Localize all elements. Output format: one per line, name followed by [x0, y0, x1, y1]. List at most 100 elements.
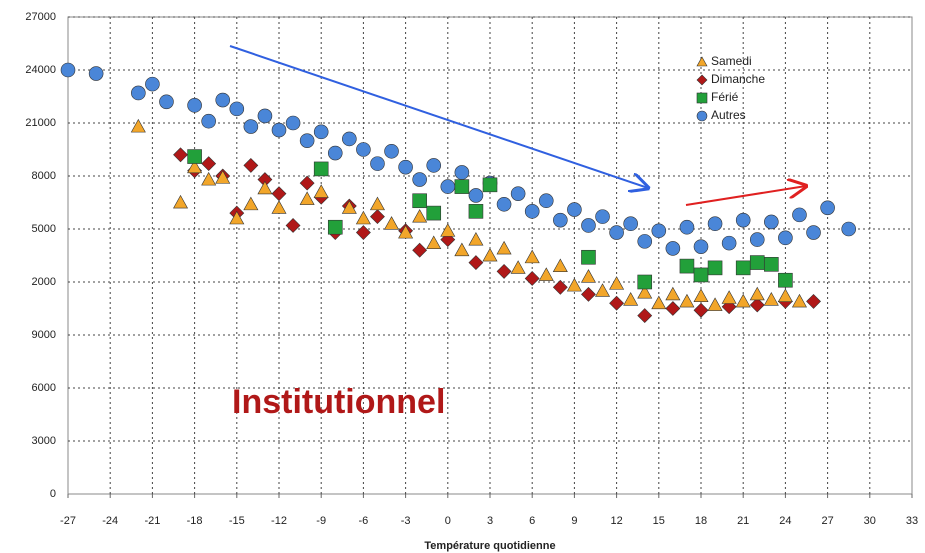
point [665, 301, 681, 316]
legend: SamediSamediDimancheDimancheFériéFériéAu… [696, 54, 765, 122]
point [595, 209, 610, 224]
legend-label: Férié [711, 90, 739, 104]
point [721, 235, 737, 251]
point [792, 207, 807, 223]
point [201, 171, 217, 186]
y-tick-label: 5000 [32, 223, 56, 235]
point [580, 269, 596, 283]
point [609, 295, 625, 311]
point [764, 257, 779, 272]
point [355, 225, 371, 240]
point [679, 219, 695, 235]
point [665, 241, 681, 256]
point [370, 209, 385, 225]
point [187, 98, 202, 113]
point [468, 204, 484, 219]
point [215, 92, 231, 108]
point [693, 288, 709, 303]
y-tick-label: 6000 [32, 382, 56, 394]
legend-label: Samedi [711, 54, 752, 68]
point [356, 142, 371, 157]
point [299, 191, 315, 205]
y-tick-label: 9000 [32, 329, 56, 341]
point [595, 283, 611, 297]
point [609, 276, 625, 290]
point [342, 131, 357, 147]
point [412, 209, 428, 223]
point [721, 290, 737, 304]
x-tick-label: 24 [779, 515, 791, 527]
point [524, 204, 540, 219]
point [696, 74, 708, 86]
x-tick-label: -27 [60, 515, 76, 527]
point [257, 108, 273, 124]
point [173, 147, 188, 163]
point [60, 62, 76, 78]
point [637, 284, 653, 299]
point [145, 76, 160, 92]
point [271, 186, 287, 202]
point [412, 172, 427, 187]
point [398, 224, 414, 239]
point [201, 156, 217, 172]
point [384, 216, 400, 230]
point [764, 214, 779, 230]
point [524, 249, 540, 264]
y-tick-label: 2000 [32, 276, 56, 288]
point [398, 159, 413, 175]
point [496, 263, 512, 279]
point [440, 179, 456, 194]
point [623, 292, 639, 306]
point [243, 157, 259, 173]
x-tick-label: -9 [316, 515, 326, 527]
point [609, 225, 624, 240]
point [749, 232, 765, 247]
x-tick-label: -15 [229, 515, 245, 527]
point [735, 293, 751, 308]
point [696, 92, 708, 104]
point [454, 165, 470, 180]
point [257, 180, 273, 195]
point [468, 231, 484, 246]
point [426, 235, 442, 250]
point [243, 196, 259, 211]
point [777, 288, 793, 303]
point [566, 277, 582, 292]
point [637, 234, 653, 249]
point [496, 240, 512, 255]
x-tick-label: 30 [864, 515, 876, 527]
point [820, 200, 835, 216]
point [665, 286, 681, 301]
grid: 0 3000 6000 9000 2000 5000 8000 21000 24000 27000… [25, 11, 918, 527]
data-marks [60, 62, 857, 323]
x-tick-label: 21 [737, 515, 749, 527]
y-tick-label: 21000 [25, 117, 56, 129]
point [778, 230, 793, 246]
point [482, 177, 498, 193]
x-tick-label: -18 [187, 515, 203, 527]
point [313, 184, 329, 198]
x-tick-label: -24 [102, 515, 118, 527]
point [131, 85, 146, 101]
x-tick-label: 6 [529, 515, 535, 527]
point [778, 272, 793, 288]
x-tick-label: 15 [653, 515, 665, 527]
point [806, 225, 821, 240]
point [229, 101, 245, 117]
point [130, 118, 146, 133]
x-tick-label: -12 [271, 515, 287, 527]
x-tick-label: 12 [610, 515, 622, 527]
point [749, 255, 765, 270]
x-tick-label: 0 [445, 515, 451, 527]
legend-label: Dimanche [711, 72, 765, 86]
point [454, 242, 470, 257]
point [159, 94, 174, 110]
point [763, 292, 779, 306]
x-axis-label: Température quotidienne [424, 540, 555, 552]
point [299, 133, 315, 148]
point [299, 175, 315, 191]
point [524, 271, 540, 286]
point [327, 145, 343, 161]
point [841, 221, 857, 237]
